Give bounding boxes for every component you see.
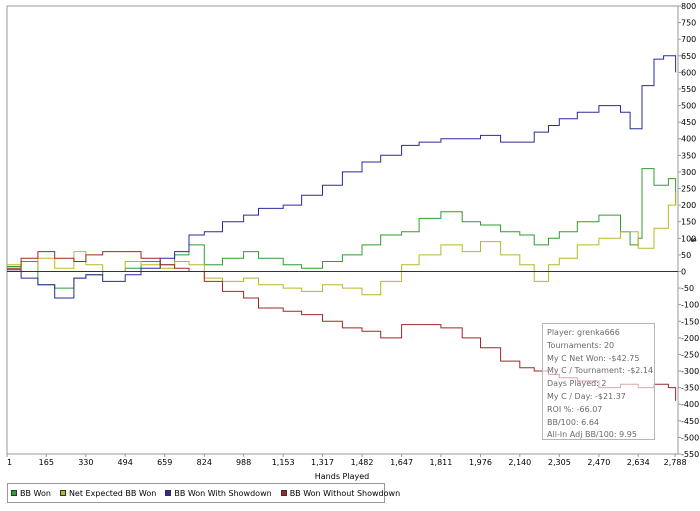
x-tick-label: 1,482 (351, 458, 374, 467)
y-tick-label: 800 (681, 2, 696, 11)
legend-label-bb-won: BB Won (20, 488, 51, 498)
stat-per-tournament: My C / Tournament: -$2.14 (547, 366, 654, 376)
stat-per-day: My C / Day: -$21.37 (547, 391, 626, 401)
x-tick-label: 1 (7, 458, 12, 467)
x-tick-label: 165 (39, 458, 54, 467)
y-tick-label: 700 (681, 35, 696, 44)
x-tick-label: 494 (118, 458, 133, 467)
y-tick-label: 200 (681, 201, 696, 210)
legend-label-net-expected: Net Expected BB Won (68, 488, 157, 498)
stats-box: Player: grenka666 Tournaments: 20 My C N… (542, 323, 655, 440)
y-tick-label: -350 (681, 384, 699, 393)
y-tick-label: 600 (681, 68, 696, 77)
y-tick-label: -400 (681, 400, 699, 409)
stat-player: Player: grenka666 (547, 328, 620, 337)
y-tick-label: -100 (681, 301, 699, 310)
x-tick-label: 2,788 (664, 458, 687, 467)
legend-swatch-net-expected (59, 490, 66, 496)
y-tick-label: 500 (681, 102, 696, 111)
legend-item-without-showdown[interactable]: BB Won Without Showdown (280, 488, 401, 498)
y-tick-label: 50 (681, 251, 691, 260)
y-tick-label: 250 (681, 185, 696, 194)
legend-swatch-without-showdown (280, 490, 287, 496)
legend-item-with-showdown[interactable]: BB Won With Showdown (165, 488, 272, 498)
x-tick-label: 1,811 (429, 458, 452, 467)
y-tick-label: -50 (681, 284, 694, 293)
x-tick-label: 2,305 (548, 458, 571, 467)
y-tick-label: 100 (681, 234, 696, 243)
y-tick-label: -250 (681, 350, 699, 359)
y-tick-label: -450 (681, 417, 699, 426)
x-tick-label: 659 (157, 458, 172, 467)
x-tick-label: 1,153 (272, 458, 295, 467)
y-tick-label: 650 (681, 52, 696, 61)
stat-net-won: My C Net Won: -$42.75 (547, 353, 640, 363)
y-axis-label: $ (689, 237, 698, 242)
x-tick-label: 988 (236, 458, 251, 467)
x-tick-label: 824 (197, 458, 212, 467)
x-tick-label: 1,317 (311, 458, 334, 467)
legend-label-without-showdown: BB Won Without Showdown (289, 488, 401, 498)
y-tick-label: 550 (681, 85, 696, 94)
x-tick-label: 2,634 (627, 458, 650, 467)
stat-allin-bb100: All-In Adj BB/100: 9.95 (547, 430, 637, 440)
legend-item-net-expected[interactable]: Net Expected BB Won (59, 488, 157, 498)
y-tick-label: -200 (681, 334, 699, 343)
y-tick-label: 350 (681, 151, 696, 160)
x-tick-label: 2,470 (587, 458, 610, 467)
x-axis-label: Hands Played (315, 472, 369, 481)
y-tick-label: 0 (681, 267, 686, 276)
legend-label-with-showdown: BB Won With Showdown (174, 488, 272, 498)
y-axis: 8007507006506005505004504003503002502001… (678, 2, 699, 459)
y-tick-label: -300 (681, 367, 699, 376)
stat-days-played: Days Played: 2 (547, 379, 607, 389)
y-tick-label: -550 (681, 450, 699, 459)
stat-roi: ROI %: -66.07 (547, 404, 603, 414)
x-axis: 1 165 330 494 659 824 988 1,153 1,317 1,482 1,647 1… (6, 454, 687, 467)
legend-item-bb-won[interactable]: BB Won (11, 489, 51, 498)
stat-bb100: BB/100: 6.64 (547, 417, 599, 427)
y-tick-label: 750 (681, 19, 696, 28)
y-tick-label: -500 (681, 433, 699, 442)
y-tick-label: 400 (681, 135, 696, 144)
x-tick-label: 1,976 (469, 458, 492, 467)
legend-swatch-bb-won (11, 490, 17, 496)
legend: BB Won Net Expected BB Won BB Won With S… (7, 483, 400, 503)
series-line-2 (7, 55, 677, 299)
x-tick-label: 2,140 (508, 458, 531, 467)
y-tick-label: 150 (681, 218, 696, 227)
y-tick-label: 450 (681, 118, 696, 127)
stat-tournaments: Tournaments: 20 (547, 340, 615, 350)
x-tick-label: 330 (78, 458, 93, 467)
legend-swatch-with-showdown (165, 490, 172, 496)
y-tick-label: -150 (681, 317, 699, 326)
x-tick-label: 1,647 (390, 458, 413, 467)
y-tick-label: 300 (681, 168, 696, 177)
